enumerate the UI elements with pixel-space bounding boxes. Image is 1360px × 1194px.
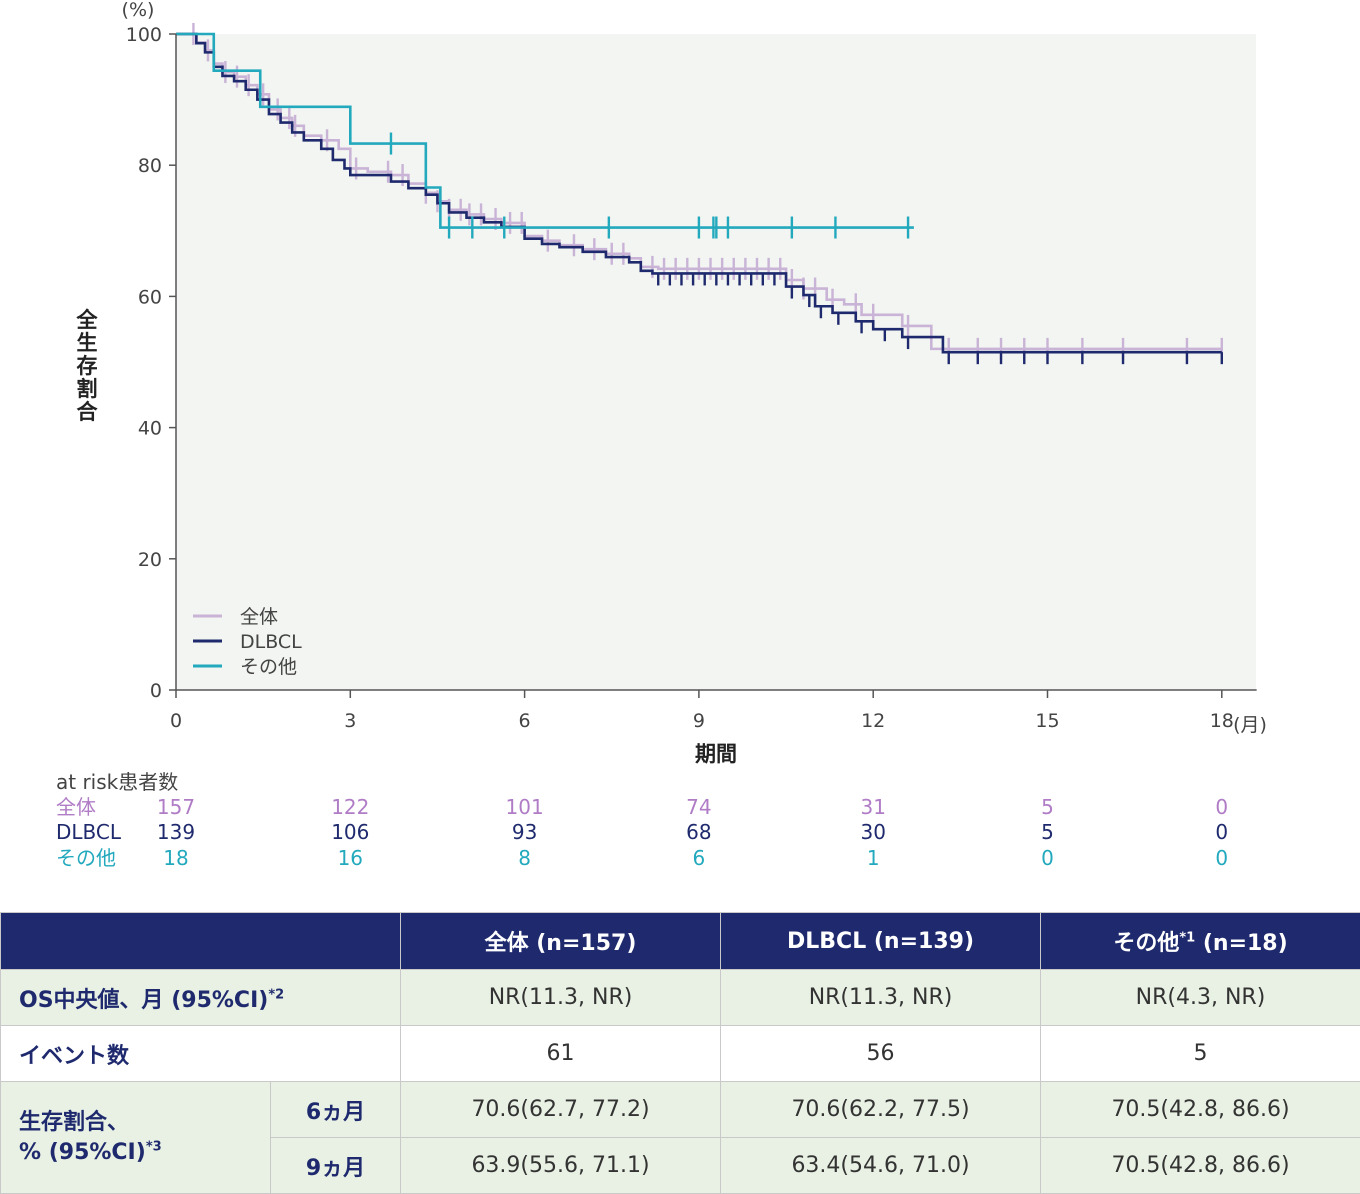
m9-dlbcl: 63.4(54.6, 71.0) xyxy=(720,1137,1041,1194)
os-other: NR(4.3, NR) xyxy=(1040,969,1360,1026)
risk-row-label: DLBCL xyxy=(56,820,122,844)
events-dlbcl: 56 xyxy=(720,1025,1041,1082)
survival-footnote: *3 xyxy=(145,1139,162,1155)
x-tick-label: 12 xyxy=(861,710,885,732)
risk-value: 16 xyxy=(338,846,363,870)
x-tick-label: 0 xyxy=(170,710,182,732)
os-label: OS中央値、月 (95%CI)*2 xyxy=(0,969,401,1026)
axes: 0 20 40 60 80 100 0 3 6 9 12 15 18 xyxy=(126,24,1257,732)
risk-value: 106 xyxy=(331,820,369,844)
header-dlbcl: DLBCL (n=139) xyxy=(720,912,1041,970)
risk-value: 8 xyxy=(518,846,531,870)
os-label-text: OS中央値、月 (95%CI) xyxy=(19,987,269,1013)
km-line-all xyxy=(176,32,1222,351)
risk-value: 31 xyxy=(860,795,885,819)
y-tick-label: 80 xyxy=(138,155,162,177)
risk-value: 5 xyxy=(1041,820,1054,844)
risk-value: 74 xyxy=(686,795,711,819)
km-line-dlbcl xyxy=(176,32,1222,354)
km-line-other xyxy=(176,32,914,229)
x-tick-label: 3 xyxy=(344,710,356,732)
y-axis-title: 全生存割合 xyxy=(74,308,99,424)
header-all: 全体 (n=157) xyxy=(400,912,721,970)
x-tick-label: 9 xyxy=(693,710,705,732)
events-all: 61 xyxy=(400,1025,721,1082)
risk-value: 30 xyxy=(860,820,885,844)
risk-value: 101 xyxy=(506,795,544,819)
m6-dlbcl: 70.6(62.2, 77.5) xyxy=(720,1081,1041,1138)
x-tick-label: 6 xyxy=(519,710,531,732)
header-empty xyxy=(0,912,401,970)
y-tick-label: 60 xyxy=(138,286,162,308)
x-tick-label: 15 xyxy=(1035,710,1059,732)
events-other: 5 xyxy=(1040,1025,1360,1082)
table-row-6m: 生存割合、 % (95%CI)*3 6ヵ月 70.6(62.7, 77.2) 7… xyxy=(0,1081,1360,1194)
m9-label: 9ヵ月 xyxy=(270,1137,401,1194)
risk-row-label: 全体 xyxy=(56,795,96,819)
risk-value: 0 xyxy=(1041,846,1054,870)
risk-value: 93 xyxy=(512,820,537,844)
legend-label-other: その他 xyxy=(240,656,297,678)
m6-label: 6ヵ月 xyxy=(270,1081,401,1138)
m6-all: 70.6(62.7, 77.2) xyxy=(400,1081,721,1138)
x-tick-label: 18 xyxy=(1210,710,1234,732)
events-label: イベント数 xyxy=(0,1025,401,1082)
survival-label-line1: 生存割合、 xyxy=(19,1109,130,1135)
plot-background xyxy=(176,34,1256,690)
m9-all: 63.9(55.6, 71.1) xyxy=(400,1137,721,1194)
risk-row-label: その他 xyxy=(56,846,116,870)
m9-other: 70.5(42.8, 86.6) xyxy=(1040,1137,1360,1194)
risk-value: 18 xyxy=(163,846,188,870)
risk-value: 1 xyxy=(867,846,880,870)
header-other-footnote: *1 xyxy=(1179,930,1196,946)
header-other: その他*1 (n=18) xyxy=(1040,912,1360,970)
y-tick-label: 20 xyxy=(138,549,162,571)
os-dlbcl: NR(11.3, NR) xyxy=(720,969,1041,1026)
x-unit-label: (月) xyxy=(1233,714,1267,736)
risk-value: 0 xyxy=(1215,820,1228,844)
risk-table-title: at risk患者数 xyxy=(56,770,178,794)
header-other-label: その他 xyxy=(1113,931,1180,956)
table-row-events: イベント数 61 56 5 xyxy=(0,1025,1360,1082)
y-tick-label: 40 xyxy=(138,418,162,440)
km-curves xyxy=(176,23,1224,365)
legend-label-all: 全体 xyxy=(240,606,278,628)
risk-value: 6 xyxy=(693,846,706,870)
risk-value: 0 xyxy=(1215,795,1228,819)
risk-value: 68 xyxy=(686,820,711,844)
risk-value: 5 xyxy=(1041,795,1054,819)
os-all: NR(11.3, NR) xyxy=(400,969,721,1026)
y-tick-label: 100 xyxy=(126,24,162,46)
risk-value: 139 xyxy=(157,820,195,844)
header-other-n: (n=18) xyxy=(1195,931,1288,956)
os-footnote: *2 xyxy=(268,987,285,1003)
m6-other: 70.5(42.8, 86.6) xyxy=(1040,1081,1360,1138)
survival-label-line2: % (95%CI) xyxy=(19,1139,146,1165)
table-row-9m: 9ヵ月 63.9(55.6, 71.1) 63.4(54.6, 71.0) 70… xyxy=(1,1137,1360,1194)
risk-value: 157 xyxy=(157,795,195,819)
survival-label: 生存割合、 % (95%CI)*3 xyxy=(0,1081,271,1194)
x-axis-title: 期間 xyxy=(695,742,737,766)
y-unit-label: (%) xyxy=(122,0,155,21)
y-tick-label: 0 xyxy=(150,680,162,702)
table-row-os: OS中央値、月 (95%CI)*2 NR(11.3, NR) NR(11.3, … xyxy=(0,969,1360,1026)
legend: 全体 DLBCL その他 xyxy=(193,606,302,678)
risk-value: 0 xyxy=(1215,846,1228,870)
table-header-row: 全体 (n=157) DLBCL (n=139) その他*1 (n=18) xyxy=(0,912,1360,970)
summary-table: 全体 (n=157) DLBCL (n=139) その他*1 (n=18) OS… xyxy=(0,912,1360,1194)
legend-label-dlbcl: DLBCL xyxy=(240,631,302,653)
risk-value: 122 xyxy=(331,795,369,819)
